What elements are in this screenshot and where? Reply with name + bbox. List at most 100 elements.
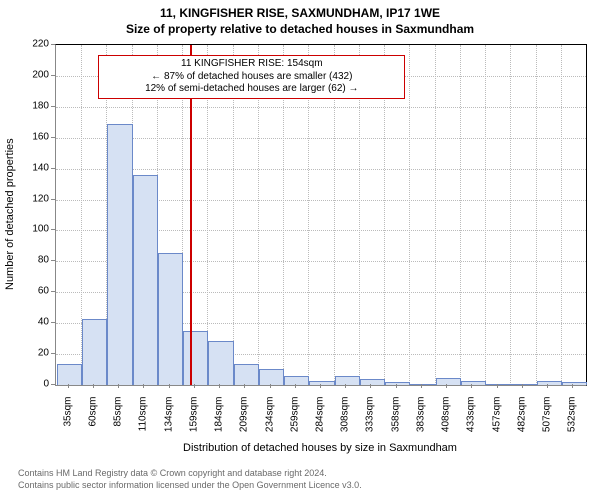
gridline-vertical bbox=[435, 45, 436, 385]
footer-line2: Contains public sector information licen… bbox=[18, 480, 362, 490]
gridline-horizontal bbox=[56, 169, 586, 170]
xtick-mark bbox=[244, 384, 245, 388]
xtick-label: 209sqm bbox=[239, 397, 250, 447]
ytick-mark bbox=[51, 137, 55, 138]
xtick-label: 333sqm bbox=[365, 397, 376, 447]
info-box: 11 KINGFISHER RISE: 154sqm← 87% of detac… bbox=[98, 55, 405, 99]
xtick-mark bbox=[93, 384, 94, 388]
xtick-mark bbox=[320, 384, 321, 388]
ytick-mark bbox=[51, 168, 55, 169]
ytick-mark bbox=[51, 291, 55, 292]
xtick-label: 308sqm bbox=[340, 397, 351, 447]
ytick-mark bbox=[51, 106, 55, 107]
histogram-bar bbox=[57, 364, 82, 385]
xtick-label: 532sqm bbox=[567, 397, 578, 447]
xtick-mark bbox=[446, 384, 447, 388]
xtick-mark bbox=[396, 384, 397, 388]
histogram-bar bbox=[183, 331, 208, 385]
gridline-vertical bbox=[510, 45, 511, 385]
xtick-label: 35sqm bbox=[62, 397, 73, 447]
histogram-bar bbox=[133, 175, 158, 385]
xtick-label: 134sqm bbox=[163, 397, 174, 447]
xtick-label: 284sqm bbox=[315, 397, 326, 447]
xtick-label: 408sqm bbox=[441, 397, 452, 447]
histogram-bar bbox=[335, 376, 360, 385]
y-axis-label: Number of detached properties bbox=[4, 44, 20, 384]
xtick-mark bbox=[118, 384, 119, 388]
xtick-label: 110sqm bbox=[138, 397, 149, 447]
page-title-line1: 11, KINGFISHER RISE, SAXMUNDHAM, IP17 1W… bbox=[0, 6, 600, 20]
ytick-label: 80 bbox=[23, 255, 49, 266]
gridline-vertical bbox=[409, 45, 410, 385]
ytick-label: 0 bbox=[23, 379, 49, 390]
xtick-label: 259sqm bbox=[289, 397, 300, 447]
ytick-mark bbox=[51, 44, 55, 45]
ytick-label: 40 bbox=[23, 317, 49, 328]
info-box-line: 11 KINGFISHER RISE: 154sqm bbox=[103, 58, 400, 71]
ytick-label: 100 bbox=[23, 224, 49, 235]
xtick-mark bbox=[572, 384, 573, 388]
xtick-label: 159sqm bbox=[188, 397, 199, 447]
ytick-label: 200 bbox=[23, 69, 49, 80]
histogram-bar bbox=[511, 384, 536, 385]
gridline-vertical bbox=[460, 45, 461, 385]
ytick-mark bbox=[51, 384, 55, 385]
ytick-mark bbox=[51, 199, 55, 200]
histogram-bar bbox=[309, 381, 334, 385]
xtick-mark bbox=[522, 384, 523, 388]
xtick-mark bbox=[345, 384, 346, 388]
xtick-mark bbox=[547, 384, 548, 388]
histogram-bar bbox=[234, 364, 259, 385]
histogram-bar bbox=[107, 124, 132, 385]
xtick-mark bbox=[497, 384, 498, 388]
gridline-vertical bbox=[536, 45, 537, 385]
xtick-label: 85sqm bbox=[113, 397, 124, 447]
histogram-bar bbox=[82, 319, 107, 385]
ytick-label: 120 bbox=[23, 193, 49, 204]
gridline-horizontal bbox=[56, 138, 586, 139]
histogram-bar bbox=[486, 384, 511, 385]
xtick-mark bbox=[471, 384, 472, 388]
ytick-label: 20 bbox=[23, 348, 49, 359]
xtick-label: 184sqm bbox=[214, 397, 225, 447]
ytick-mark bbox=[51, 353, 55, 354]
xtick-mark bbox=[370, 384, 371, 388]
xtick-mark bbox=[68, 384, 69, 388]
ytick-label: 160 bbox=[23, 131, 49, 142]
histogram-bar bbox=[259, 369, 284, 385]
histogram-bar bbox=[562, 382, 587, 385]
histogram-bar bbox=[410, 384, 435, 385]
xtick-mark bbox=[194, 384, 195, 388]
ytick-label: 140 bbox=[23, 162, 49, 173]
xtick-mark bbox=[295, 384, 296, 388]
ytick-mark bbox=[51, 229, 55, 230]
xtick-mark bbox=[270, 384, 271, 388]
histogram-bar bbox=[158, 253, 183, 385]
xtick-mark bbox=[143, 384, 144, 388]
xtick-mark bbox=[169, 384, 170, 388]
histogram-bar bbox=[284, 376, 309, 385]
histogram-bar bbox=[537, 381, 562, 385]
ytick-mark bbox=[51, 260, 55, 261]
xtick-label: 482sqm bbox=[516, 397, 527, 447]
ytick-mark bbox=[51, 75, 55, 76]
gridline-horizontal bbox=[56, 107, 586, 108]
gridline-vertical bbox=[561, 45, 562, 385]
xtick-label: 234sqm bbox=[264, 397, 275, 447]
xtick-label: 433sqm bbox=[466, 397, 477, 447]
xtick-label: 383sqm bbox=[415, 397, 426, 447]
gridline-vertical bbox=[485, 45, 486, 385]
histogram-bar bbox=[360, 379, 385, 385]
info-box-line: ← 87% of detached houses are smaller (43… bbox=[103, 71, 400, 84]
histogram-bar bbox=[436, 378, 461, 385]
histogram-chart: 11 KINGFISHER RISE: 154sqm← 87% of detac… bbox=[55, 44, 587, 386]
ytick-label: 220 bbox=[23, 39, 49, 50]
ytick-label: 180 bbox=[23, 100, 49, 111]
histogram-bar bbox=[461, 381, 486, 385]
xtick-label: 358sqm bbox=[390, 397, 401, 447]
info-box-line: 12% of semi-detached houses are larger (… bbox=[103, 83, 400, 96]
histogram-bar bbox=[208, 341, 233, 385]
xtick-mark bbox=[219, 384, 220, 388]
xtick-label: 457sqm bbox=[491, 397, 502, 447]
footer-line1: Contains HM Land Registry data © Crown c… bbox=[18, 468, 327, 478]
